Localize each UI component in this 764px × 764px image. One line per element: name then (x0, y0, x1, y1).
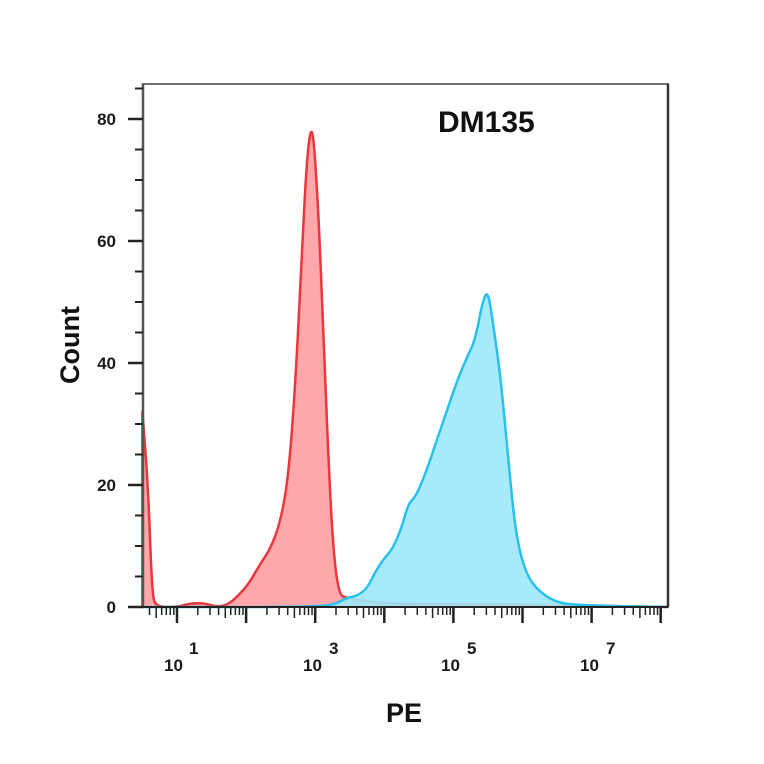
x-axis-ticks (148, 608, 662, 623)
y-tick-labels: 0 20 40 60 80 (97, 110, 116, 617)
sample-histogram-fill (142, 294, 668, 607)
x-tick-labels: 10 1 10 3 10 5 10 7 (164, 639, 615, 675)
y-tick-label: 80 (97, 110, 116, 129)
y-tick-label: 0 (107, 598, 116, 617)
x-tick-label-base: 10 (441, 656, 460, 675)
plot-title: DM135 (438, 106, 535, 139)
x-tick-label-exponent: 5 (467, 639, 476, 658)
x-tick-label-base: 10 (164, 656, 183, 675)
sample-histogram-outline (142, 293, 668, 609)
histogram-series (141, 130, 668, 609)
x-tick-label-base: 10 (303, 656, 322, 675)
x-tick-label-exponent: 7 (606, 639, 615, 658)
y-tick-label: 40 (97, 354, 116, 373)
x-tick-label-exponent: 3 (329, 639, 338, 658)
y-axis-ticks (128, 87, 143, 609)
y-tick-label: 20 (97, 476, 116, 495)
y-axis-title: Count (55, 306, 85, 384)
y-tick-label: 60 (97, 232, 116, 251)
x-axis-title: PE (386, 698, 422, 728)
x-tick-label-exponent: 1 (189, 639, 198, 658)
x-tick-label-base: 10 (580, 656, 599, 675)
